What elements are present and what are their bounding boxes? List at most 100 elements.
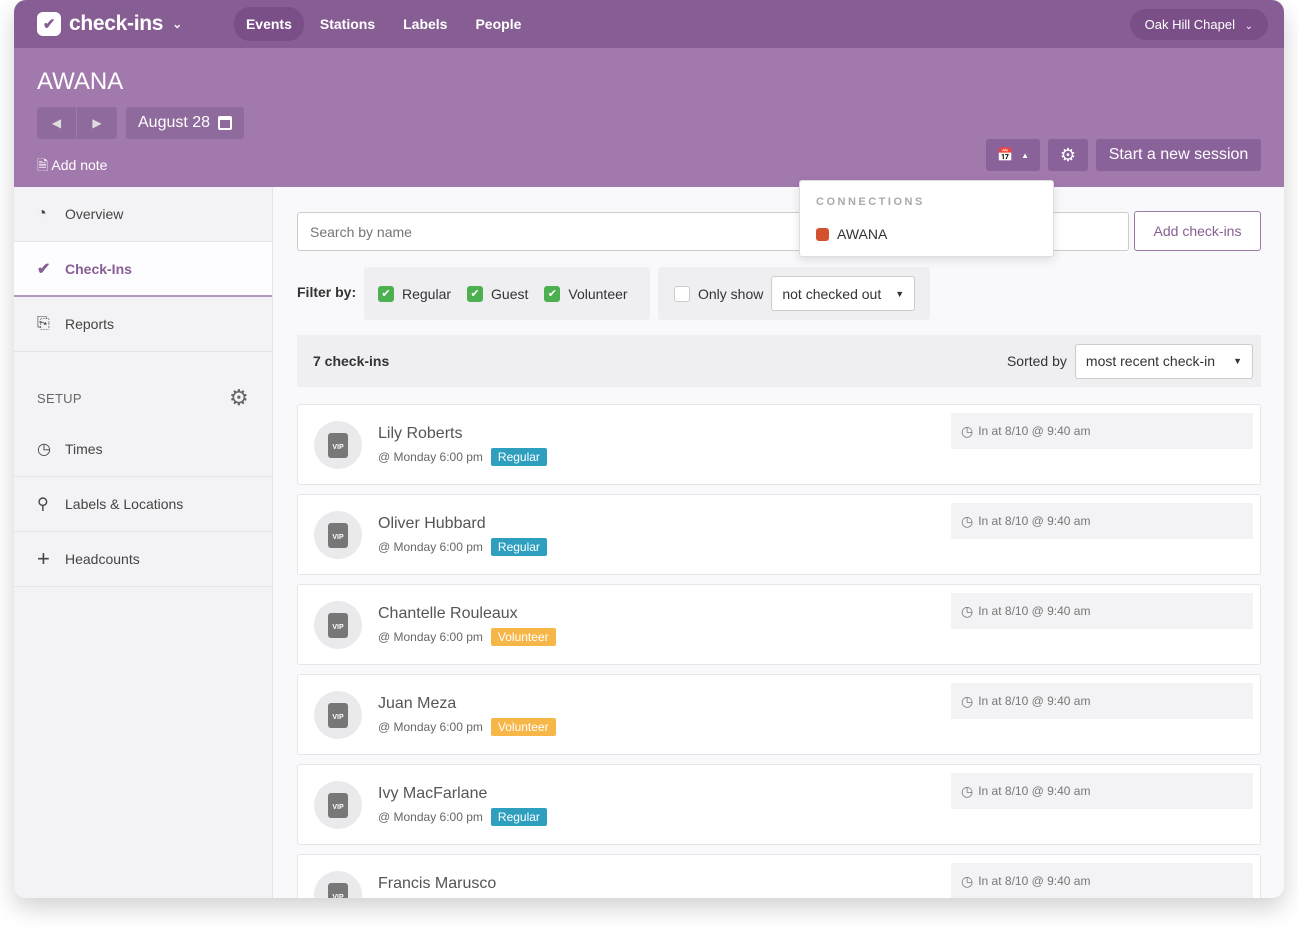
vip-badge-icon: VIP	[328, 612, 348, 638]
checkin-row[interactable]: VIP Ivy MacFarlane @ Monday 6:00 pm Regul…	[297, 764, 1261, 845]
avatar: VIP	[314, 601, 362, 649]
select-value: not checked out	[782, 285, 882, 302]
settings-button[interactable]: ⚙	[1048, 139, 1088, 171]
connection-label: AWANA	[837, 226, 888, 242]
sidebar-item-label: Reports	[65, 316, 115, 332]
nav-labels[interactable]: Labels	[403, 16, 448, 32]
connection-item[interactable]: AWANA	[816, 226, 887, 242]
person-name[interactable]: Oliver Hubbard	[378, 515, 486, 532]
sidebar-item-label: Headcounts	[65, 551, 140, 567]
date-picker-button[interactable]: August 28	[126, 107, 245, 139]
chevron-down-icon: ⌄	[1244, 21, 1253, 32]
person-name[interactable]: Juan Meza	[378, 695, 457, 712]
type-badge: Regular	[490, 808, 547, 826]
checkin-row[interactable]: VIP Juan Meza @ Monday 6:00 pm Volunteer …	[297, 674, 1261, 755]
results-bar: 7 check-ins Sorted by most recent check-…	[297, 335, 1261, 387]
nav-events[interactable]: Events	[233, 7, 304, 41]
note-icon: 🗎	[37, 157, 49, 173]
check-icon: ✔	[37, 260, 51, 278]
avatar: VIP	[314, 781, 362, 829]
check-in-time: In at 8/10 @ 9:40 am	[978, 424, 1091, 438]
sidebar-item-headcounts[interactable]: + Headcounts	[14, 532, 272, 587]
sidebar-item-labels-locations[interactable]: ⚲ Labels & Locations	[14, 477, 272, 532]
gear-icon[interactable]: ⚙	[228, 385, 249, 410]
connections-dropdown: CONNECTIONS AWANA	[799, 180, 1054, 257]
person-name[interactable]: Lily Roberts	[378, 425, 463, 442]
next-date-button[interactable]: ▶	[77, 107, 117, 139]
only-show-filter: Only show not checked out ▼	[658, 267, 930, 320]
avatar: VIP	[314, 421, 362, 469]
filter-guest[interactable]: ✔ Guest	[467, 285, 529, 302]
top-nav: ✔ check-ins ⌄ Events Stations Labels Peo…	[14, 0, 1284, 48]
clock-icon: ◷	[961, 692, 974, 709]
checkin-row[interactable]: VIP Francis Marusco @ Monday 6:00 pmRegu…	[297, 854, 1261, 898]
add-check-ins-button[interactable]: Add check-ins	[1134, 211, 1261, 251]
sort-select[interactable]: most recent check-in ▼	[1074, 343, 1253, 379]
vip-badge-icon: VIP	[328, 702, 348, 728]
check-in-status[interactable]: ◷ In at 8/10 @ 9:40 am	[951, 683, 1253, 719]
prev-date-button[interactable]: ◀	[37, 107, 77, 139]
checkin-row[interactable]: VIP Chantelle Rouleaux @ Monday 6:00 pm V…	[297, 584, 1261, 665]
type-filters: ✔ Regular ✔ Guest ✔ Volunteer	[364, 267, 650, 320]
vip-badge-icon: VIP	[328, 792, 348, 818]
plus-icon: +	[37, 546, 50, 571]
gear-icon: ⚙	[1059, 144, 1077, 165]
nav-people[interactable]: People	[475, 16, 522, 32]
sidebar-item-overview[interactable]: ◔ Overview	[14, 187, 272, 242]
app-window: ✔ check-ins ⌄ Events Stations Labels Peo…	[14, 0, 1284, 898]
checkin-row[interactable]: VIP Lily Roberts @ Monday 6:00 pm Regular…	[297, 404, 1261, 485]
checkbox-unchecked-icon	[674, 285, 690, 302]
only-show-select[interactable]: not checked out ▼	[771, 276, 916, 311]
sidebar-item-check-ins[interactable]: ✔ Check-Ins	[14, 242, 272, 297]
avatar: VIP	[314, 691, 362, 739]
type-badge: Volunteer	[490, 628, 556, 646]
filter-label-text: Volunteer	[568, 285, 628, 302]
checkin-list: VIP Lily Roberts @ Monday 6:00 pm Regular…	[297, 404, 1261, 898]
event-time: @ Monday 6:00 pm	[378, 630, 483, 644]
sidebar: ◔ Overview ✔ Check-Ins ⎘ Reports SETUP ⚙ ◷ Ti…	[14, 187, 273, 898]
calendar-link-icon: 📅	[996, 147, 1014, 162]
chevron-down-icon: ⌄	[172, 17, 182, 31]
check-in-status[interactable]: ◷ In at 8/10 @ 9:40 am	[951, 863, 1253, 898]
vip-badge-icon: VIP	[328, 522, 348, 548]
only-show-checkbox[interactable]: Only show	[674, 285, 763, 302]
app-switcher[interactable]: ✔ check-ins ⌄	[37, 12, 182, 36]
avatar: VIP	[314, 871, 362, 898]
check-in-status[interactable]: ◷ In at 8/10 @ 9:40 am	[951, 773, 1253, 809]
filter-label-text: Regular	[402, 285, 452, 302]
type-badge: Regular	[490, 448, 547, 466]
avatar: VIP	[314, 511, 362, 559]
org-switcher[interactable]: Oak Hill Chapel ⌄	[1129, 9, 1268, 40]
filter-volunteer[interactable]: ✔ Volunteer	[544, 285, 628, 302]
filter-label-text: Guest	[491, 285, 529, 302]
person-name[interactable]: Chantelle Rouleaux	[378, 605, 518, 622]
clock-icon: ◷	[961, 782, 974, 799]
caret-down-icon: ▼	[895, 288, 905, 299]
start-session-button[interactable]: Start a new session	[1096, 139, 1261, 171]
person-name[interactable]: Ivy MacFarlane	[378, 785, 488, 802]
filter-regular[interactable]: ✔ Regular	[378, 285, 452, 302]
calendar-icon	[218, 116, 233, 130]
check-in-status[interactable]: ◷ In at 8/10 @ 9:40 am	[951, 503, 1253, 539]
add-note-link[interactable]: 🗎 Add note	[37, 155, 107, 179]
checkbox-checked-icon: ✔	[544, 285, 561, 302]
clock-icon: ◷	[961, 422, 974, 439]
setup-section: SETUP ⚙	[14, 352, 272, 422]
check-in-status[interactable]: ◷ In at 8/10 @ 9:40 am	[951, 593, 1253, 629]
org-name: Oak Hill Chapel	[1144, 17, 1235, 32]
clock-icon: ◷	[961, 602, 974, 619]
connections-button[interactable]: 📅 ▲	[986, 139, 1040, 171]
checkin-row[interactable]: VIP Oliver Hubbard @ Monday 6:00 pm Regul…	[297, 494, 1261, 575]
check-in-status[interactable]: ◷ In at 8/10 @ 9:40 am	[951, 413, 1253, 449]
person-name[interactable]: Francis Marusco	[378, 875, 497, 892]
sidebar-item-times[interactable]: ◷ Times	[14, 422, 272, 477]
location-pin-icon: ⚲	[37, 496, 49, 513]
clock-icon: ◷	[37, 441, 51, 458]
main-content: Add check-ins Filter by: ✔ Regular ✔ Guest…	[297, 187, 1284, 898]
caret-right-icon: ▶	[92, 116, 102, 130]
date-label: August 28	[138, 114, 211, 131]
check-in-time: In at 8/10 @ 9:40 am	[978, 604, 1091, 618]
sidebar-item-reports[interactable]: ⎘ Reports	[14, 297, 272, 352]
nav-stations[interactable]: Stations	[319, 16, 376, 32]
calendar-app-icon	[816, 227, 829, 241]
